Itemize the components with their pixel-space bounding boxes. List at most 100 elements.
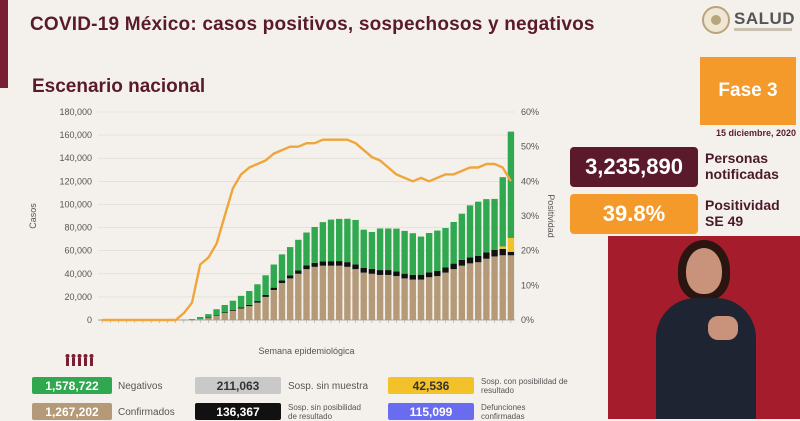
y-tick-label: 80,000 bbox=[64, 223, 92, 233]
bar-segment bbox=[360, 267, 367, 273]
x-axis-title: Semana epidemiológica bbox=[258, 346, 354, 356]
legend-confirmados-label: Confirmados bbox=[118, 407, 175, 418]
bar-segment bbox=[393, 276, 400, 320]
bar-segment bbox=[352, 264, 359, 270]
legend-sosp-sin-muestra-value: 211,063 bbox=[195, 377, 281, 394]
bar-segment bbox=[491, 249, 498, 257]
accent-bar bbox=[0, 0, 8, 88]
bar-segment bbox=[360, 272, 367, 320]
y-tick-label: 180,000 bbox=[59, 107, 92, 117]
bar-segment bbox=[491, 198, 498, 250]
bar-segment bbox=[393, 271, 400, 277]
y-tick-label: 100,000 bbox=[59, 199, 92, 209]
bar-segment bbox=[246, 304, 253, 307]
bar-segment bbox=[246, 290, 253, 305]
bar-segment bbox=[205, 314, 212, 318]
y2-tick-label: 10% bbox=[521, 280, 539, 290]
bar-segment bbox=[278, 254, 286, 281]
bar-segment bbox=[229, 300, 237, 310]
legend-sosp-con-posibilidad-value: 42,536 bbox=[388, 377, 474, 394]
bar-segment bbox=[246, 306, 253, 320]
bar-segment bbox=[475, 255, 482, 263]
bar-segment bbox=[393, 228, 400, 272]
bar-segment bbox=[417, 274, 425, 280]
y-tick-label: 140,000 bbox=[59, 153, 92, 163]
bar-segment bbox=[303, 232, 310, 266]
bar-segment bbox=[450, 263, 457, 270]
bar-segment bbox=[262, 275, 269, 295]
legend-negativos-label: Negativos bbox=[118, 381, 163, 392]
page-title: COVID-19 México: casos positivos, sospec… bbox=[30, 14, 595, 35]
bar-segment bbox=[319, 222, 327, 262]
y2-tick-label: 0% bbox=[521, 315, 534, 325]
bar-segment bbox=[319, 265, 327, 320]
bar-segment bbox=[229, 310, 237, 320]
bar-segment bbox=[499, 246, 506, 249]
bar-segment bbox=[499, 248, 506, 256]
bar-segment bbox=[352, 269, 359, 320]
bar-segment bbox=[229, 309, 237, 311]
bar-segment bbox=[458, 265, 466, 320]
bar-segment bbox=[466, 205, 474, 258]
positivity-line bbox=[102, 138, 512, 322]
bar-segment bbox=[205, 317, 212, 319]
bar-segment bbox=[507, 251, 515, 256]
bar-segment bbox=[376, 270, 384, 275]
y-tick-label: 20,000 bbox=[64, 292, 92, 302]
bar-segment bbox=[213, 309, 220, 316]
bar-segment bbox=[475, 201, 482, 256]
bar-segment bbox=[483, 199, 490, 253]
legend-sosp-sin-posibilidad-label: Sosp. sin posibilidad de resultado bbox=[288, 403, 361, 421]
bar-segment bbox=[303, 265, 310, 270]
bar-segment bbox=[385, 274, 392, 320]
bar-segment bbox=[458, 213, 466, 260]
bar-segment bbox=[425, 277, 433, 320]
bar-segment bbox=[221, 304, 228, 313]
bar-segment bbox=[434, 271, 441, 277]
bar-segment bbox=[286, 278, 294, 320]
salud-logo: SALUD bbox=[702, 6, 795, 36]
bar-segment bbox=[401, 278, 408, 320]
bar-segment bbox=[376, 274, 384, 320]
y2-tick-label: 20% bbox=[521, 246, 539, 256]
bar-segment bbox=[213, 315, 220, 320]
bar-segment bbox=[262, 296, 269, 320]
interpreter-body bbox=[656, 298, 756, 419]
bar-segment bbox=[434, 230, 441, 272]
bar-segment bbox=[278, 280, 286, 284]
bar-segment bbox=[368, 231, 376, 269]
bar-segment bbox=[385, 270, 392, 275]
bar-segment bbox=[221, 313, 228, 320]
bar-segment bbox=[385, 228, 392, 271]
bar-segment bbox=[295, 270, 302, 274]
seal-icon bbox=[702, 6, 730, 34]
y2-tick-label: 30% bbox=[521, 211, 539, 221]
bar-segment bbox=[483, 258, 490, 320]
y-tick-label: 60,000 bbox=[64, 246, 92, 256]
y2-tick-label: 60% bbox=[521, 107, 539, 117]
cases-chart: 0 20,000 40,000 60,000 80,000 100,000 120,000 1… bbox=[28, 107, 556, 356]
report-date: 15 diciembre, 2020 bbox=[715, 128, 796, 138]
bar-segment bbox=[344, 218, 351, 263]
y-axis-title: Casos bbox=[28, 203, 38, 229]
bar-segment bbox=[507, 131, 515, 238]
bar-segment bbox=[466, 257, 474, 264]
bar-segment bbox=[311, 226, 318, 263]
notified-value: 3,235,890 bbox=[570, 147, 698, 187]
bar-segment bbox=[425, 232, 433, 273]
legend-negativos-value: 1,578,722 bbox=[32, 377, 112, 394]
bar-segment bbox=[434, 276, 441, 320]
bar-segment bbox=[327, 265, 335, 320]
bar-segment bbox=[491, 256, 498, 320]
bar-segment bbox=[499, 177, 506, 247]
bar-segment bbox=[483, 252, 490, 259]
bar-segment bbox=[409, 233, 416, 275]
bar-segment bbox=[352, 219, 359, 265]
bar-segment bbox=[417, 236, 425, 275]
bar-segment bbox=[417, 279, 425, 320]
y-tick-label: 120,000 bbox=[59, 176, 92, 186]
y2-axis-title: Positividad bbox=[546, 194, 556, 238]
legend-confirmados-value: 1,267,202 bbox=[32, 403, 112, 420]
y-tick-label: 160,000 bbox=[59, 130, 92, 140]
bar-segment bbox=[450, 269, 457, 320]
